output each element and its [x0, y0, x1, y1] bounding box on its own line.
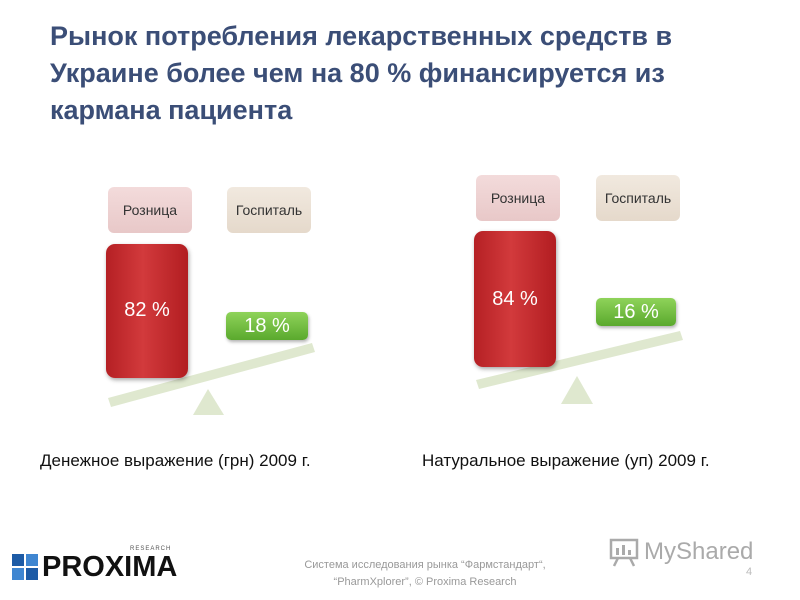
left-retail-bar: 82 % — [106, 244, 188, 378]
left-hospital-value: 18 % — [244, 314, 290, 337]
right-hospital-label: Госпиталь — [596, 175, 680, 221]
right-fulcrum — [561, 376, 593, 404]
left-caption: Денежное выражение (грн) 2009 г. — [40, 451, 311, 470]
left-fulcrum — [193, 389, 224, 415]
myshared-watermark: MyShared — [608, 536, 753, 568]
right-retail-label: Розница — [476, 175, 560, 221]
slide-title: Рынок потребления лекарственных средств … — [50, 21, 673, 125]
left-hospital-label: Госпиталь — [227, 187, 311, 233]
right-caption: Натуральное выражение (уп) 2009 г. — [422, 451, 710, 470]
left-hospital-box: 18 % — [226, 312, 308, 340]
right-hospital-box: 16 % — [596, 298, 676, 326]
proxima-logo-icon — [12, 554, 38, 580]
right-hospital-value: 16 % — [613, 300, 659, 323]
left-retail-label: Розница — [108, 187, 192, 233]
right-retail-value: 84 % — [492, 288, 538, 310]
watermark-text: MyShared — [644, 538, 754, 565]
right-beam — [476, 331, 683, 389]
left-beam — [108, 343, 315, 407]
logo-name: PROXIMA — [42, 551, 178, 583]
footer-source: Система исследования рынка “Фармстандарт… — [304, 559, 546, 588]
page-number: 4 — [746, 566, 753, 578]
right-retail-bar: 84 % — [474, 231, 556, 367]
logo-sub: RESEARCH — [130, 546, 172, 552]
proxima-logo: PROXIMA RESEARCH — [12, 546, 178, 583]
presentation-icon — [609, 538, 639, 567]
left-retail-value: 82 % — [124, 299, 170, 321]
